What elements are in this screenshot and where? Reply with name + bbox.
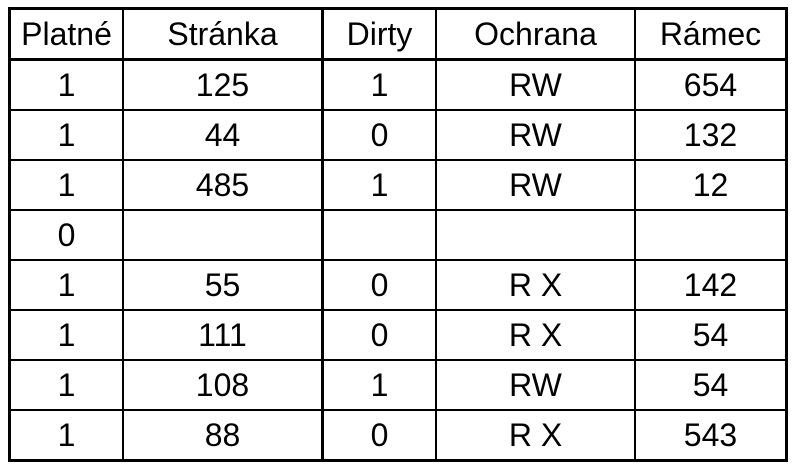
cell-protection: RW	[435, 359, 636, 411]
cell-frame: 543	[634, 409, 788, 462]
table-row: 1 88 0 R X 543	[8, 409, 788, 462]
cell-protection: R X	[435, 409, 636, 462]
table-row: 1 44 0 RW 132	[8, 109, 788, 161]
header-row: Platné Stránka Dirty Ochrana Rámec	[8, 7, 788, 61]
cell-page: 111	[122, 309, 324, 361]
cell-valid: 1	[8, 409, 124, 462]
table-body: 1 125 1 RW 654 1 44 0 RW 132 1 485 1 RW …	[8, 58, 788, 462]
cell-protection: RW	[435, 58, 636, 111]
table-header: Platné Stránka Dirty Ochrana Rámec	[8, 7, 788, 61]
header-protection: Ochrana	[435, 7, 636, 61]
table-row: 1 485 1 RW 12	[8, 159, 788, 211]
cell-dirty: 0	[321, 109, 437, 161]
page-table: Platné Stránka Dirty Ochrana Rámec 1 125…	[8, 7, 788, 462]
cell-protection: R X	[435, 259, 636, 311]
cell-dirty	[321, 209, 437, 261]
cell-page: 485	[122, 159, 324, 211]
cell-valid: 1	[8, 159, 124, 211]
cell-protection: RW	[435, 159, 636, 211]
table-row: 1 111 0 R X 54	[8, 309, 788, 361]
cell-dirty: 1	[321, 58, 437, 111]
header-dirty: Dirty	[321, 7, 437, 61]
table-row: 0	[8, 209, 788, 261]
cell-dirty: 1	[321, 159, 437, 211]
cell-page: 55	[122, 259, 324, 311]
header-page: Stránka	[122, 7, 324, 61]
cell-frame: 142	[634, 259, 788, 311]
cell-frame: 54	[634, 359, 788, 411]
table-row: 1 125 1 RW 654	[8, 58, 788, 111]
cell-protection: R X	[435, 309, 636, 361]
cell-valid: 0	[8, 209, 124, 261]
cell-page: 88	[122, 409, 324, 462]
cell-dirty: 0	[321, 259, 437, 311]
table-row: 1 55 0 R X 142	[8, 259, 788, 311]
cell-dirty: 0	[321, 309, 437, 361]
cell-valid: 1	[8, 58, 124, 111]
cell-page: 125	[122, 58, 324, 111]
cell-valid: 1	[8, 259, 124, 311]
page-table-container: Platné Stránka Dirty Ochrana Rámec 1 125…	[8, 7, 788, 462]
cell-page: 108	[122, 359, 324, 411]
header-valid: Platné	[8, 7, 124, 61]
cell-frame: 132	[634, 109, 788, 161]
cell-page: 44	[122, 109, 324, 161]
cell-frame: 12	[634, 159, 788, 211]
cell-dirty: 0	[321, 409, 437, 462]
cell-frame: 54	[634, 309, 788, 361]
cell-frame	[634, 209, 788, 261]
cell-page	[122, 209, 324, 261]
cell-valid: 1	[8, 109, 124, 161]
cell-protection: RW	[435, 109, 636, 161]
cell-protection	[435, 209, 636, 261]
cell-valid: 1	[8, 309, 124, 361]
cell-frame: 654	[634, 58, 788, 111]
table-row: 1 108 1 RW 54	[8, 359, 788, 411]
cell-valid: 1	[8, 359, 124, 411]
header-frame: Rámec	[634, 7, 788, 61]
cell-dirty: 1	[321, 359, 437, 411]
